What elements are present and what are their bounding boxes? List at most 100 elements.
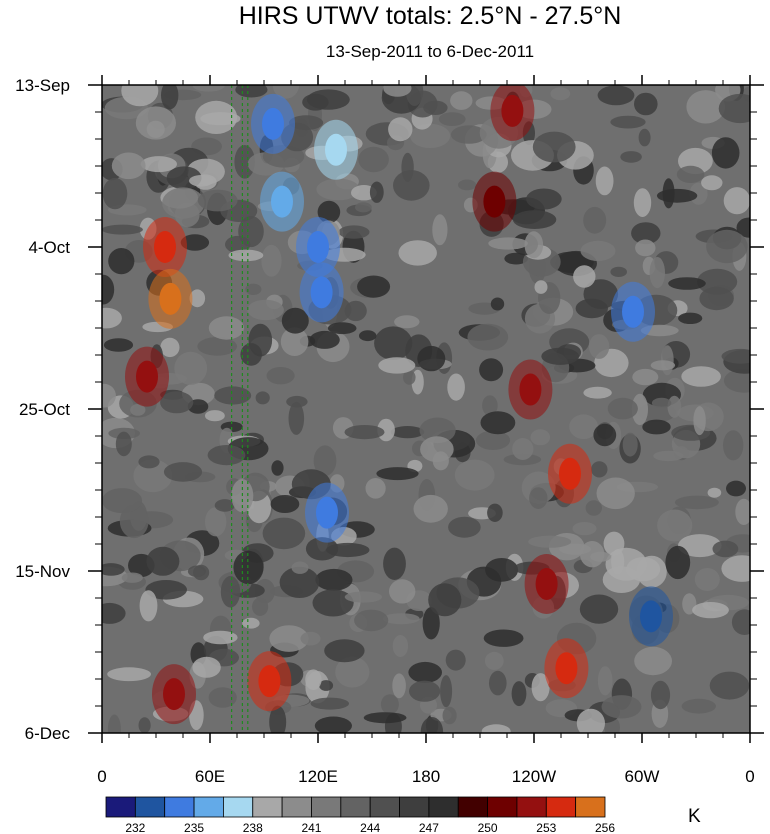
texture-blob [409, 680, 441, 702]
texture-blob [180, 234, 210, 251]
texture-blob [197, 189, 238, 212]
texture-blob [735, 498, 750, 525]
texture-blob [482, 395, 498, 416]
colorbar-swatch [369, 796, 400, 818]
texture-blob [261, 244, 282, 277]
colorbar-swatch [105, 796, 136, 818]
texture-blob [208, 687, 237, 708]
texture-blob [454, 459, 495, 491]
colorbar-swatch [516, 796, 547, 818]
colorbar-swatch [311, 796, 342, 818]
texture-blob [632, 368, 659, 386]
texture-blob [314, 716, 352, 733]
texture-blob [531, 673, 550, 702]
texture-blob [160, 337, 180, 358]
texture-blob [203, 630, 238, 645]
texture-blob [392, 673, 406, 699]
texture-blob [205, 410, 225, 422]
texture-blob [422, 607, 440, 640]
texture-blob [458, 179, 477, 191]
texture-blob [115, 431, 132, 457]
feature-core [519, 373, 542, 406]
texture-blob [300, 631, 321, 646]
texture-blob [138, 455, 160, 469]
texture-blob [676, 165, 705, 183]
feature-core [271, 185, 293, 218]
texture-blob [107, 714, 121, 733]
texture-blob [656, 188, 698, 203]
texture-blob [269, 625, 309, 652]
texture-blob [693, 406, 706, 436]
y-axis: 13-Sep 4-Oct 25-Oct 15-Nov 6-Dec [15, 76, 764, 743]
texture-blob [475, 430, 511, 450]
feature-core [159, 282, 182, 315]
feature-core [307, 231, 329, 263]
texture-blob [631, 393, 649, 426]
chart-subtitle: 13-Sep-2011 to 6-Dec-2011 [325, 42, 535, 61]
colorbar-label: 232 [125, 821, 145, 834]
texture-blob [420, 436, 454, 463]
texture-blob [694, 568, 720, 591]
texture-blob [481, 724, 511, 733]
colorbar-label: 256 [595, 821, 615, 834]
dashed-lines [231, 85, 249, 733]
texture-blob [528, 535, 572, 548]
texture-blob [317, 200, 341, 224]
texture-blob [678, 312, 703, 324]
colorbar-swatch [193, 796, 224, 818]
texture-blob [569, 414, 598, 440]
texture-blob [634, 92, 658, 116]
texture-blob [707, 487, 722, 498]
texture-blob [511, 681, 527, 707]
texture-blob [280, 327, 309, 357]
texture-blob [701, 175, 723, 191]
texture-blob [583, 279, 619, 309]
feature-core [154, 231, 176, 263]
texture-blob [579, 594, 619, 624]
texture-blob [242, 617, 260, 629]
texture-blob [428, 583, 462, 617]
texture-blob [393, 170, 430, 201]
texture-blob [550, 87, 571, 101]
texture-blob [681, 366, 721, 387]
texture-blob [192, 656, 221, 678]
texture-blob [145, 580, 187, 600]
texture-blob [610, 115, 646, 129]
texture-blob [723, 187, 750, 215]
texture-blob [160, 391, 194, 414]
texture-blob [279, 566, 320, 599]
texture-blob [376, 467, 419, 481]
feature-core [136, 360, 158, 393]
texture-blob [146, 546, 180, 576]
x-tick-label: 120W [512, 767, 556, 786]
texture-blob [420, 717, 444, 733]
colorbar-swatch [223, 796, 254, 818]
texture-blob [312, 589, 354, 617]
texture-blob [326, 542, 370, 558]
texture-blob [102, 383, 116, 408]
texture-blob [597, 666, 613, 696]
colorbar-label: 235 [184, 821, 204, 834]
texture-blob [709, 671, 750, 700]
texture-blob [310, 697, 349, 710]
texture-blob [448, 516, 481, 538]
texture-blob [103, 338, 134, 352]
texture-blob [585, 500, 602, 516]
feature-core [325, 133, 347, 166]
colorbar-swatch [252, 796, 283, 818]
texture-blob [413, 494, 448, 523]
texture-blob [228, 249, 264, 262]
texture-blob [240, 343, 262, 366]
texture-blob [208, 316, 244, 340]
texture-blob [487, 503, 503, 522]
texture-blob [102, 602, 126, 624]
feature-core [483, 185, 506, 218]
texture-blob [200, 112, 241, 126]
texture-blob [369, 181, 384, 203]
texture-blob [595, 166, 614, 196]
texture-blob [394, 315, 420, 329]
colorbar-swatch [428, 796, 459, 818]
texture-blob [344, 591, 383, 603]
texture-blob [601, 695, 642, 719]
texture-blob [138, 717, 151, 733]
